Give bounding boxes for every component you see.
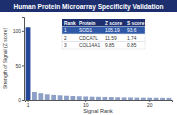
x-tick: 10: [83, 100, 89, 108]
chart: Human Protein Microarray Specificity Val…: [0, 0, 177, 115]
table-cell: 9.85: [105, 43, 115, 48]
table: RankProtein Z score S score 1 SOD1 105.19 93.6…: [62, 19, 145, 49]
y-tick-mark: [22, 31, 24, 32]
x-axis: 1 10 20: [26, 100, 173, 108]
bar: [83, 96, 88, 100]
table-cell: COL14A1: [79, 43, 100, 48]
table-header: [62, 19, 145, 27]
x-tick-label: 20: [147, 102, 153, 108]
bar: [167, 98, 172, 100]
y-tick: 0: [18, 97, 24, 103]
title: Human Protein Microarray Specificity Val…: [13, 3, 163, 11]
table-cell: CDCA7L: [79, 36, 98, 41]
y-axis-line: [22, 18, 25, 101]
table-row: [62, 42, 145, 50]
table-cell: 3: [64, 43, 67, 48]
table-header-cell: Rank: [64, 21, 76, 26]
x-tick: 20: [147, 100, 153, 108]
bar: [103, 97, 108, 100]
y-axis: 0 50 100: [13, 18, 25, 104]
bar: [96, 97, 101, 100]
bar: [109, 97, 114, 100]
table-cell: 93.6: [127, 28, 137, 33]
title-banner: [0, 0, 177, 12]
table-row: [62, 27, 145, 35]
bar: [122, 97, 127, 100]
table-cell: SOD1: [79, 28, 92, 33]
bar: [38, 93, 43, 100]
y-tick-label: 0: [18, 97, 21, 103]
table-header-cell: S score: [127, 21, 145, 26]
table-cell: 105.19: [105, 28, 120, 33]
x-tick: 1: [27, 100, 30, 108]
table-cell: 2: [64, 36, 67, 41]
bar: [115, 97, 120, 100]
bar: [26, 27, 31, 100]
y-tick-label: 50: [15, 63, 21, 69]
table-cell: 11.59: [105, 36, 117, 41]
y-axis-title: Strength of Signal (Z score): [2, 28, 8, 89]
bar: [77, 96, 82, 100]
bars: [26, 27, 172, 100]
y-tick-mark: [22, 65, 24, 66]
bar: [141, 98, 146, 100]
table-row: [62, 34, 145, 42]
bar: [58, 95, 63, 100]
bar: [32, 92, 37, 100]
x-axis-title: Signal Rank: [83, 108, 113, 114]
table-cell: 0.85: [127, 43, 137, 48]
table-header-cell: Protein: [79, 21, 96, 26]
bar: [147, 98, 152, 100]
y-tick: 50: [15, 63, 24, 69]
y-tick-mark: [22, 100, 24, 101]
bar: [135, 98, 140, 100]
bar: [70, 96, 75, 100]
bar: [128, 97, 133, 100]
bar: [90, 97, 95, 100]
bar: [160, 98, 165, 100]
y-tick-label: 100: [13, 28, 22, 34]
table-cell: 1: [64, 28, 67, 33]
table-header-cell: Z score: [105, 21, 122, 26]
table-cell: 1.74: [127, 36, 137, 41]
x-tick-label: 10: [83, 102, 89, 108]
bar: [64, 96, 69, 100]
bar: [154, 98, 159, 100]
bar: [51, 95, 56, 100]
bar: [45, 94, 50, 100]
x-tick-label: 1: [27, 102, 30, 108]
y-tick: 100: [13, 28, 24, 34]
